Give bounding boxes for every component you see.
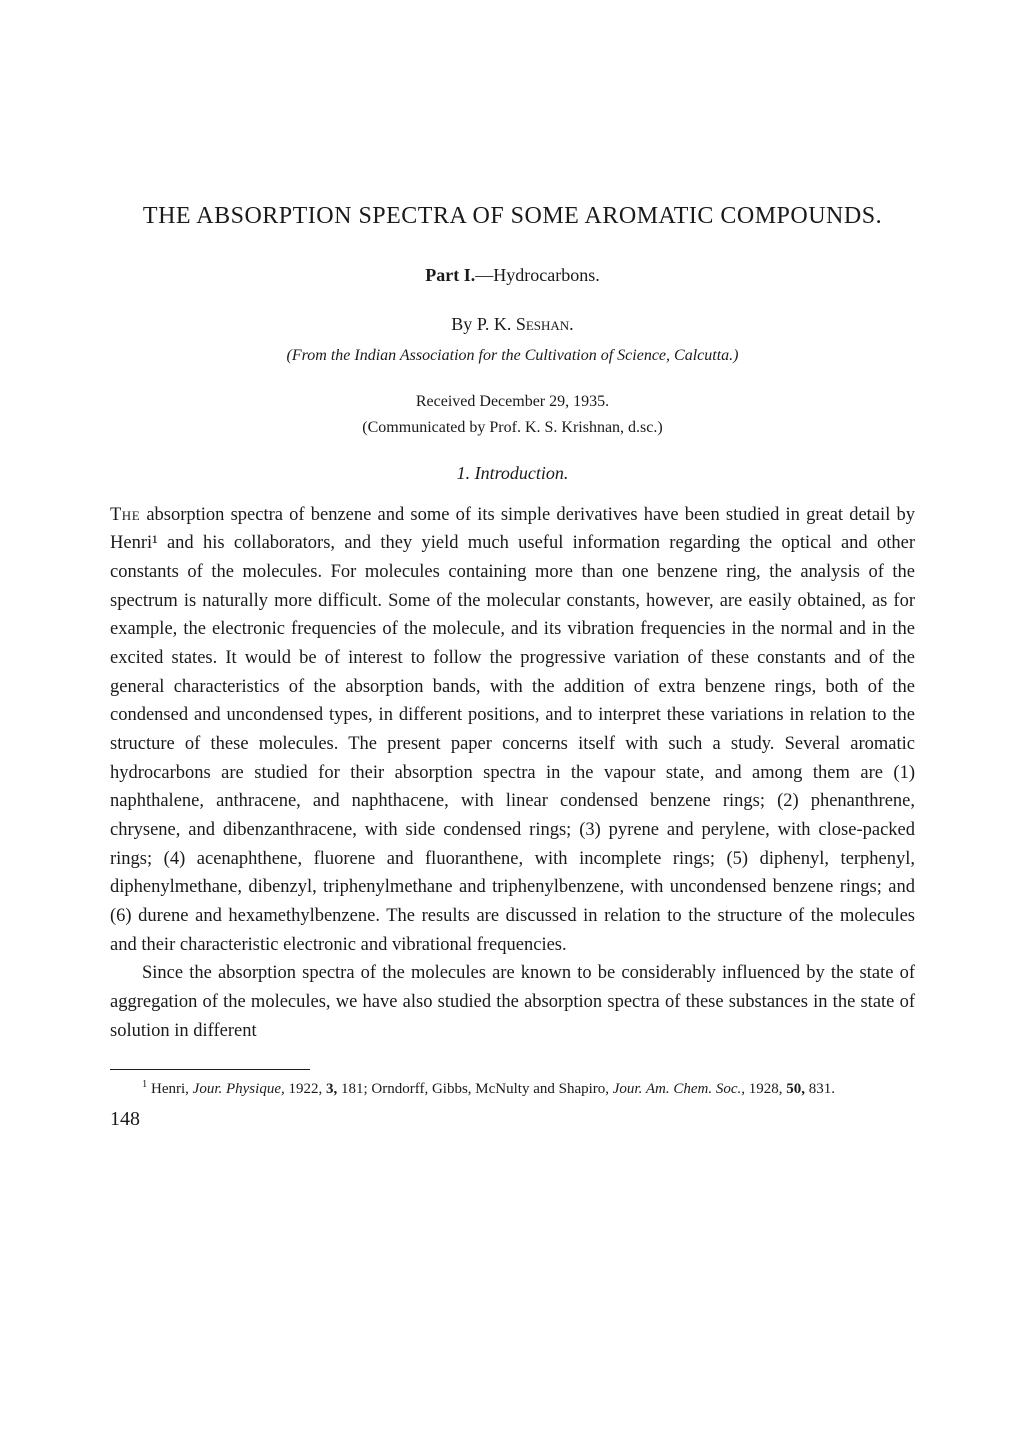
paragraph-1: The absorption spectra of benzene and so… — [110, 501, 915, 960]
section-heading: 1. Introduction. — [110, 460, 915, 487]
part-subtitle: —Hydrocarbons. — [475, 265, 599, 285]
footnote-journal-1: Jour. Physique, — [193, 1081, 285, 1097]
paragraph-2: Since the absorption spectra of the mole… — [110, 959, 915, 1045]
affiliation: (From the Indian Association for the Cul… — [110, 344, 915, 368]
page-number: 148 — [110, 1104, 915, 1134]
footnote: 1 Henri, Jour. Physique, 1922, 3, 181; O… — [110, 1078, 915, 1100]
footnote-text-g: 1928, — [745, 1081, 786, 1097]
received-date: Received December 29, 1935. — [110, 390, 915, 414]
footnote-journal-2: Jour. Am. Chem. Soc., — [613, 1081, 745, 1097]
author-name: P. K. Seshan. — [477, 314, 574, 334]
footnote-text-c: 1922, — [285, 1081, 326, 1097]
footnote-text-i: 831. — [805, 1081, 835, 1097]
author-line: By P. K. Seshan. — [110, 311, 915, 338]
part-heading: Part I.—Hydrocarbons. — [110, 262, 915, 289]
footnote-vol-2: 50, — [786, 1081, 805, 1097]
paragraph-1-text: absorption spectra of benzene and some o… — [110, 505, 915, 955]
first-word: The — [110, 505, 140, 525]
footnote-vol-1: 3, — [326, 1081, 337, 1097]
paper-title: THE ABSORPTION SPECTRA OF SOME AROMATIC … — [110, 200, 915, 234]
author-by: By — [451, 314, 477, 334]
footnote-text-e: 181; Orndorff, Gibbs, McNulty and Shapir… — [337, 1081, 613, 1097]
footnote-text-a: Henri, — [147, 1081, 192, 1097]
footnote-rule — [110, 1069, 310, 1070]
part-label: Part I. — [425, 265, 475, 285]
communicated-by: (Communicated by Prof. K. S. Krishnan, d… — [110, 416, 915, 440]
